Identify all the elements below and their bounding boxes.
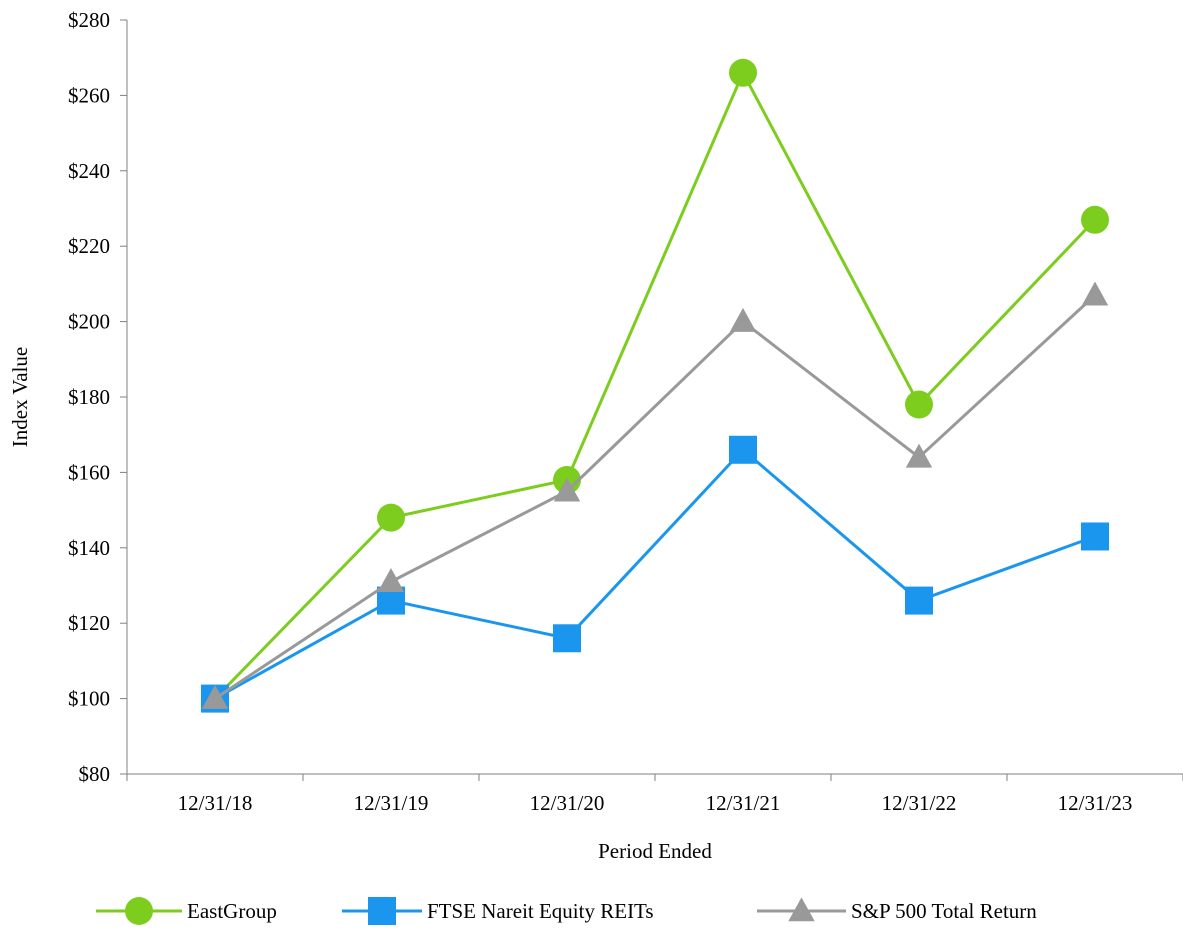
data-point (553, 477, 581, 502)
data-point (377, 503, 405, 532)
y-axis-title: Index Value (8, 347, 32, 448)
series-line (214, 294, 1097, 700)
x-tick-label: 12/31/20 (530, 791, 605, 815)
data-point (377, 568, 405, 592)
data-point (905, 390, 933, 419)
data-point (729, 435, 757, 464)
x-tick-label: 12/31/18 (178, 791, 253, 815)
legend-marker (125, 897, 153, 925)
data-point (729, 307, 757, 332)
legend-marker (788, 897, 815, 922)
series-circle (201, 58, 1109, 713)
data-point (1081, 522, 1109, 551)
x-tick-label: 12/31/21 (706, 791, 781, 815)
chart-axes (120, 19, 1183, 781)
data-point (1081, 281, 1109, 306)
x-tick-label: 12/31/22 (882, 791, 957, 815)
x-tick-labels: 12/31/18 12/31/19 12/31/20 12/31/21 12/31/22… (178, 791, 1133, 815)
y-tick-labels: $80 $100 $120 $140 $160 $180 $200 $220 $240 $260 $… (68, 8, 110, 786)
x-tick-label: 12/31/19 (354, 791, 429, 815)
x-axis-title: Period Ended (598, 839, 712, 863)
legend-label: FTSE Nareit Equity REITs (427, 899, 654, 923)
legend-label: S&P 500 Total Return (851, 899, 1037, 923)
data-point (905, 443, 933, 468)
series-triangle (201, 281, 1109, 709)
series-line (213, 69, 1097, 700)
y-tick-label: $200 (68, 310, 110, 334)
y-tick-label: $260 (68, 83, 110, 107)
data-point (729, 58, 757, 87)
legend-item: S&P 500 Total Return (757, 897, 1037, 923)
series-line (214, 447, 1096, 700)
series-group (201, 58, 1109, 713)
y-tick-label: $80 (79, 762, 111, 786)
data-point (553, 624, 581, 653)
data-point (201, 684, 229, 709)
y-tick-label: $280 (68, 8, 110, 32)
y-tick-label: $180 (68, 385, 110, 409)
legend-item: EastGroup (96, 897, 277, 925)
y-tick-label: $120 (68, 611, 110, 635)
y-tick-label: $140 (68, 536, 110, 560)
legend-item: FTSE Nareit Equity REITs (342, 897, 654, 925)
y-tick-label: $220 (68, 234, 110, 258)
x-tick-label: 12/31/23 (1058, 791, 1133, 815)
data-point (905, 586, 933, 615)
legend-label: EastGroup (187, 899, 277, 923)
y-tick-label: $100 (68, 687, 110, 711)
legend-marker (368, 897, 396, 925)
y-tick-label: $240 (68, 159, 110, 183)
data-point (1081, 205, 1109, 234)
y-tick-label: $160 (68, 460, 110, 484)
legend: EastGroup FTSE Nareit Equity REITs S&P 500… (96, 897, 1037, 925)
